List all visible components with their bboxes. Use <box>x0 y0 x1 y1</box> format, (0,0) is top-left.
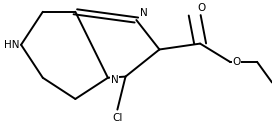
Text: HN: HN <box>4 40 20 50</box>
Text: O: O <box>197 3 206 13</box>
Text: N: N <box>140 8 148 18</box>
Text: O: O <box>233 57 241 67</box>
Text: Cl: Cl <box>112 113 123 123</box>
Text: N: N <box>111 75 118 85</box>
